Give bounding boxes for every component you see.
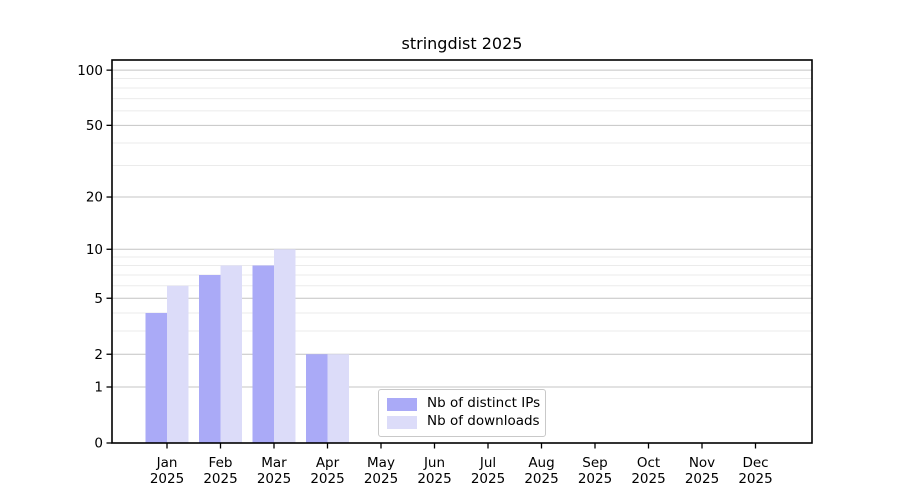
legend-label-downloads: Nb of downloads [427,413,540,430]
chart-title: stringdist 2025 [401,34,523,53]
legend-item-distinct-ips: Nb of distinct IPs [387,395,541,412]
legend-swatch-downloads [387,415,417,429]
x-tick-label-month-Oct: Oct [637,455,660,471]
bar-downloads-Apr [327,354,349,443]
bar-distinct-ips-Mar [252,265,274,443]
y-tick-label-20: 20 [86,190,103,206]
legend: Nb of distinct IPs Nb of downloads [378,389,546,437]
x-tick-label-year-May: 2025 [364,471,398,487]
x-tick-label-month-Jan: Jan [156,455,178,471]
legend-swatch-distinct-ips [387,397,417,411]
x-tick-label-month-Jul: Jul [479,455,496,471]
x-tick-label-month-Mar: Mar [261,455,287,471]
x-tick-label-year-Mar: 2025 [257,471,291,487]
y-tick-label-1: 1 [94,380,103,396]
y-tick-label-0: 0 [94,436,103,452]
x-tick-label-year-Jan: 2025 [150,471,184,487]
x-tick-label-month-Aug: Aug [528,455,554,471]
x-tick-label-month-Apr: Apr [316,455,340,471]
x-tick-label-year-Aug: 2025 [524,471,558,487]
bar-distinct-ips-Jan [145,312,167,443]
y-tick-label-5: 5 [94,291,103,307]
x-tick-label-year-Apr: 2025 [310,471,344,487]
x-tick-label-year-Jun: 2025 [417,471,451,487]
x-tick-label-year-Feb: 2025 [203,471,237,487]
x-tick-label-year-Sep: 2025 [578,471,612,487]
y-tick-label-10: 10 [86,242,103,258]
plot-border [111,59,813,444]
bar-downloads-Jan [167,285,189,443]
legend-item-downloads: Nb of downloads [387,413,540,430]
bar-downloads-Feb [220,265,242,443]
x-tick-label-month-Jun: Jun [423,455,445,471]
x-tick-label-year-Nov: 2025 [685,471,719,487]
x-tick-label-month-Nov: Nov [689,455,715,471]
x-tick-label-month-Sep: Sep [582,455,607,471]
legend-label-distinct-ips: Nb of distinct IPs [427,395,541,412]
x-tick-label-month-Dec: Dec [742,455,768,471]
y-tick-label-2: 2 [94,347,103,363]
x-tick-label-year-Dec: 2025 [738,471,772,487]
bar-downloads-Mar [274,249,296,443]
bar-distinct-ips-Feb [199,274,221,443]
x-tick-label-year-Jul: 2025 [471,471,505,487]
bar-distinct-ips-Apr [306,354,328,443]
x-tick-label-year-Oct: 2025 [631,471,665,487]
y-tick-label-50: 50 [86,118,103,134]
x-tick-label-month-May: May [367,455,395,471]
x-tick-label-month-Feb: Feb [209,455,233,471]
y-tick-label-100: 100 [77,63,103,79]
